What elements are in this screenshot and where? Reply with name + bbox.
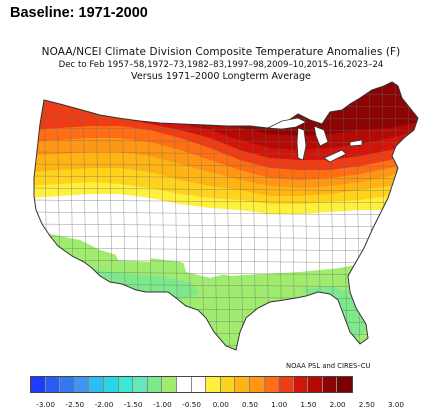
division-line	[34, 163, 418, 168]
scale-tick-label: -0.50	[182, 400, 201, 409]
division-line	[199, 82, 205, 350]
division-line	[34, 175, 418, 180]
lake-huron	[313, 125, 329, 147]
color-swatch	[103, 377, 119, 392]
anomaly-bands	[34, 82, 418, 350]
color-swatch	[264, 377, 280, 392]
scale-tick-label: 1.50	[300, 400, 317, 409]
color-swatch	[60, 377, 75, 392]
color-swatch	[74, 377, 90, 392]
title-line-2: Dec to Feb 1957–58,1972–73,1982–83,1997–…	[58, 60, 384, 70]
color-swatch	[147, 377, 163, 392]
scale-tick-label: -1.50	[123, 400, 143, 409]
division-line	[342, 82, 348, 350]
division-line	[238, 82, 244, 350]
division-line	[34, 91, 418, 96]
color-scale-labels: -3.00 -2.50 -2.00 -1.50 -1.00 -0.50 0.00 0.50 1.…	[0, 400, 442, 412]
color-swatch	[118, 377, 134, 392]
color-swatch	[45, 377, 61, 392]
scale-tick-label: -2.50	[65, 400, 85, 409]
us-outline	[33, 81, 419, 351]
division-line	[34, 127, 418, 132]
division-line	[225, 82, 231, 350]
lake-michigan	[296, 127, 307, 161]
color-swatch	[206, 377, 221, 392]
band-cool-texas	[214, 298, 250, 346]
band-normal-west	[104, 190, 160, 262]
color-swatch	[133, 377, 148, 392]
scale-tick-label: -3.00	[36, 400, 55, 409]
scale-tick-label: 3.00	[387, 400, 405, 409]
band-normal-central	[180, 250, 240, 278]
color-swatch	[279, 377, 294, 392]
division-line	[34, 235, 418, 240]
division-line	[34, 199, 418, 204]
color-swatch	[89, 377, 104, 392]
division-line	[212, 82, 218, 350]
division-line	[34, 259, 418, 264]
lake-erie	[323, 149, 347, 163]
scale-tick-label: 0.50	[241, 400, 259, 409]
division-line	[30, 356, 420, 359]
scale-tick-label: 2.50	[358, 400, 375, 409]
division-line	[34, 187, 418, 192]
division-line	[34, 247, 418, 252]
color-swatch	[176, 377, 192, 392]
color-swatch	[293, 377, 309, 392]
color-swatch	[308, 377, 323, 392]
color-swatch	[249, 377, 265, 392]
color-swatch	[162, 377, 177, 392]
color-swatch	[235, 377, 250, 392]
color-swatch	[191, 377, 207, 392]
scale-tick-label: 0.00	[212, 400, 229, 409]
lake-superior	[266, 117, 307, 130]
division-line	[34, 211, 418, 216]
title-line-3: Versus 1971–2000 Longterm Average	[131, 71, 311, 82]
map-title: NOAA/NCEI Climate Division Composite Tem…	[0, 46, 442, 83]
lake-ontario	[349, 139, 363, 147]
color-swatch	[220, 377, 236, 392]
title-line-1: NOAA/NCEI Climate Division Composite Tem…	[41, 46, 401, 58]
division-line	[34, 151, 418, 156]
scale-tick-label: -1.00	[153, 400, 172, 409]
division-line	[34, 223, 418, 228]
credit-label: NOAA PSL and CIRES–CU	[286, 362, 371, 370]
color-swatch	[337, 377, 353, 392]
color-swatch	[31, 377, 46, 392]
scale-tick-label: 1.00	[271, 400, 288, 409]
scale-tick-label: -2.00	[94, 400, 114, 409]
baseline-heading: Baseline: 1971-2000	[10, 5, 148, 21]
color-swatch	[322, 377, 338, 392]
color-scale-bar	[30, 376, 354, 393]
scale-tick-label: 2.00	[329, 400, 346, 409]
